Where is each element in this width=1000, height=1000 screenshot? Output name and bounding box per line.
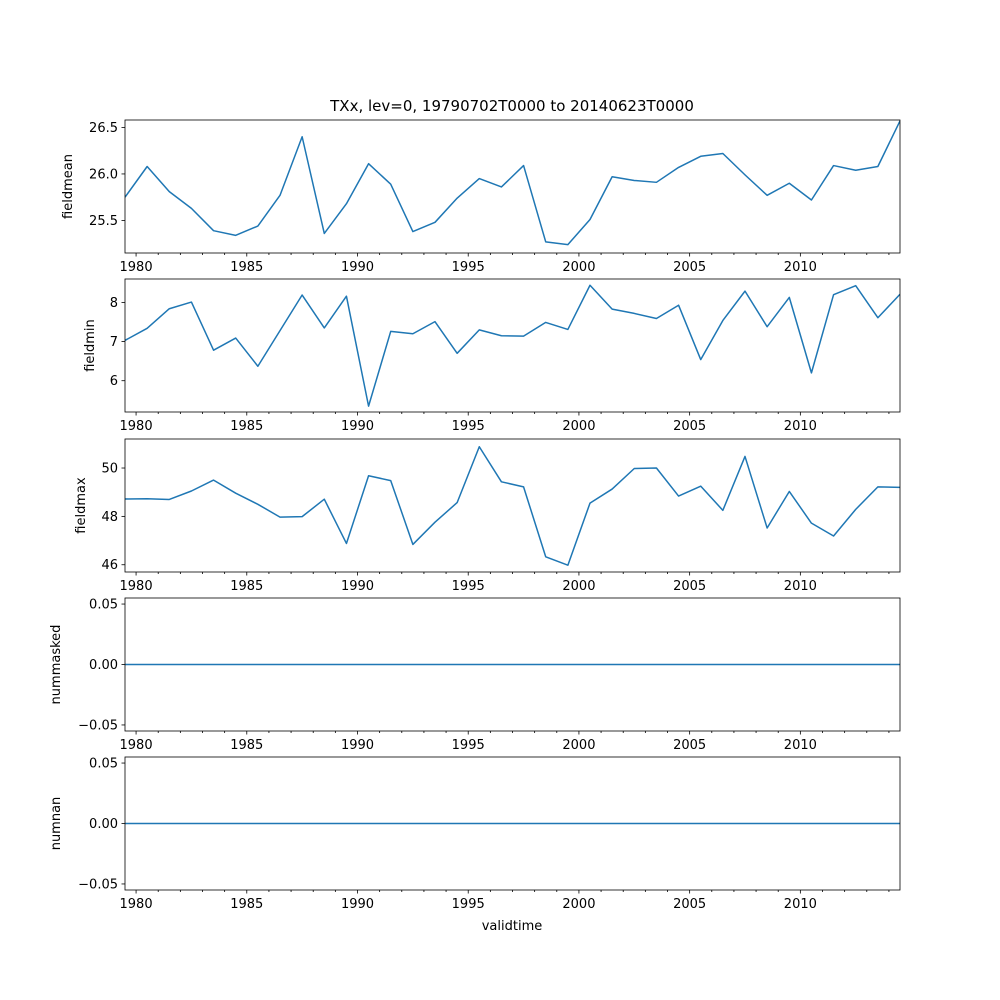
x-tick-label: 2005 [673, 897, 706, 912]
x-axis-label: validtime [482, 919, 543, 934]
axes-frame [124, 597, 901, 732]
x-tick-label: 1990 [341, 419, 374, 434]
axes-frame [124, 756, 901, 891]
x-tick-label: 2010 [784, 579, 817, 594]
subplot-numnan: numnan 1980 1985 1990 1995 2000 2005 2010 −0.05 0… [49, 756, 901, 912]
x-tick-label: 2000 [562, 260, 595, 275]
y-tick-label: 48 [101, 510, 118, 525]
x-tick-label: 1995 [452, 738, 485, 753]
subplot-fieldmax: fieldmax 1980 1985 1990 1995 2000 2005 2010 46 48… [74, 438, 901, 594]
x-tick-label: 1980 [120, 579, 153, 594]
y-axis-label-fieldmax: fieldmax [74, 477, 89, 534]
y-tick-label: 0.05 [89, 757, 118, 772]
series-line-fieldmin [125, 284, 900, 407]
subplot-fieldmean: fieldmean 1980 1985 1990 1995 2000 2005 2010 25.… [61, 119, 901, 275]
y-tick-label: 7 [110, 335, 118, 350]
x-tick-label: 1980 [120, 260, 153, 275]
x-tick-label: 1995 [452, 260, 485, 275]
y-axis-label-fieldmin: fieldmin [83, 319, 98, 372]
x-tick-label: 2000 [562, 738, 595, 753]
chart-title: TXx, lev=0, 19790702T0000 to 20140623T00… [329, 97, 694, 115]
x-tick-label: 2010 [784, 260, 817, 275]
x-tick-label: 1985 [230, 419, 263, 434]
x-tick-label: 2010 [784, 897, 817, 912]
x-tick-label: 1985 [230, 897, 263, 912]
series-line-fieldmax [125, 445, 900, 566]
x-tick-label: 2000 [562, 897, 595, 912]
x-tick-label: 1985 [230, 579, 263, 594]
x-tick-label: 1985 [230, 260, 263, 275]
x-tick-label: 2005 [673, 260, 706, 275]
y-tick-label: 6 [110, 374, 118, 389]
y-axis-label-nummasked: nummasked [49, 625, 64, 705]
x-tick-label: 1980 [120, 897, 153, 912]
x-tick-label: 1990 [341, 260, 374, 275]
x-tick-label: 1995 [452, 579, 485, 594]
y-tick-label: −0.05 [78, 718, 118, 733]
x-tick-label: 1995 [452, 897, 485, 912]
y-tick-label: −0.05 [78, 877, 118, 892]
y-tick-label: 0.00 [89, 817, 118, 832]
subplot-nummasked: nummasked 1980 1985 1990 1995 2000 2005 2010 −0.… [49, 597, 901, 753]
x-tick-label: 2005 [673, 419, 706, 434]
y-tick-label: 26.0 [89, 167, 118, 182]
axes-frame [124, 438, 901, 573]
x-tick-label: 2005 [673, 738, 706, 753]
x-tick-label: 1980 [120, 419, 153, 434]
x-tick-label: 1990 [341, 579, 374, 594]
x-tick-label: 2010 [784, 419, 817, 434]
y-axis-label-numnan: numnan [49, 797, 64, 851]
x-tick-label: 1995 [452, 419, 485, 434]
subplot-fieldmin: fieldmin 1980 1985 1990 1995 2000 2005 2010 6 7 8 [83, 278, 901, 434]
y-tick-label: 0.00 [89, 658, 118, 673]
x-tick-label: 2005 [673, 579, 706, 594]
x-tick-label: 2000 [562, 579, 595, 594]
y-tick-label: 46 [101, 558, 118, 573]
x-tick-label: 1985 [230, 738, 263, 753]
x-tick-label: 2000 [562, 419, 595, 434]
x-tick-label: 1990 [341, 738, 374, 753]
y-tick-label: 25.5 [89, 214, 118, 229]
y-axis-label-fieldmean: fieldmean [61, 154, 76, 219]
x-tick-label: 2010 [784, 738, 817, 753]
x-tick-label: 1990 [341, 897, 374, 912]
axes-frame [124, 119, 901, 254]
y-tick-label: 8 [110, 296, 118, 311]
y-tick-label: 50 [101, 462, 118, 477]
series-line-fieldmean [125, 120, 900, 246]
y-tick-label: 0.05 [89, 598, 118, 613]
axes-frame [124, 278, 901, 413]
subplots: fieldmean 1980 1985 1990 1995 2000 2005 2010 25.… [49, 119, 901, 912]
x-tick-label: 1980 [120, 738, 153, 753]
y-tick-label: 26.5 [89, 121, 118, 136]
